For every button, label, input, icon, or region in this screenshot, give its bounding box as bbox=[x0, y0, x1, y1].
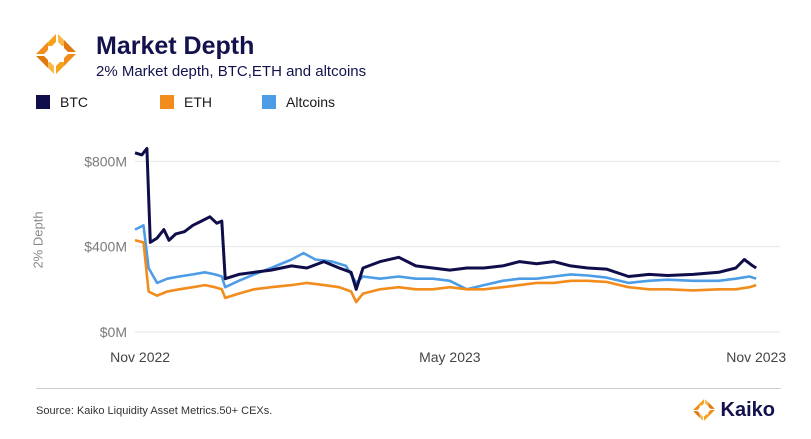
kaiko-logo bbox=[36, 34, 76, 74]
x-tick-label: Nov 2022 bbox=[110, 349, 170, 365]
x-tick-label: Nov 2023 bbox=[726, 349, 786, 365]
series-line-altcoins bbox=[134, 224, 757, 291]
chart-title: Market Depth bbox=[96, 32, 255, 60]
y-tick-label: $0M bbox=[100, 324, 127, 340]
chart-subtitle: 2% Market depth, BTC,ETH and altcoins bbox=[96, 63, 367, 80]
legend-label-btc: BTC bbox=[60, 94, 88, 110]
y-tick-label: $400M bbox=[84, 239, 127, 255]
brand-name: Kaiko bbox=[720, 398, 775, 421]
legend-item-eth: ETH bbox=[160, 94, 212, 110]
footer-divider bbox=[36, 388, 781, 389]
kaiko-brand-icon bbox=[692, 399, 715, 421]
legend-item-btc: BTC bbox=[36, 94, 88, 110]
legend-swatch-eth bbox=[160, 95, 174, 109]
legend-swatch-btc bbox=[36, 95, 50, 109]
legend-swatch-altcoins bbox=[262, 95, 276, 109]
source-note: Source: Kaiko Liquidity Asset Metrics.50… bbox=[36, 405, 273, 417]
x-tick-label: May 2023 bbox=[419, 349, 481, 365]
series-line-eth bbox=[134, 239, 757, 304]
chart-legend: BTC ETH Altcoins bbox=[36, 94, 365, 110]
y-tick-label: $800M bbox=[84, 153, 127, 169]
legend-label-altcoins: Altcoins bbox=[286, 94, 336, 110]
legend-label-eth: ETH bbox=[184, 94, 212, 110]
legend-item-altcoins: Altcoins bbox=[262, 94, 335, 110]
brand: Kaiko bbox=[692, 398, 775, 422]
series-line-btc bbox=[134, 147, 757, 291]
